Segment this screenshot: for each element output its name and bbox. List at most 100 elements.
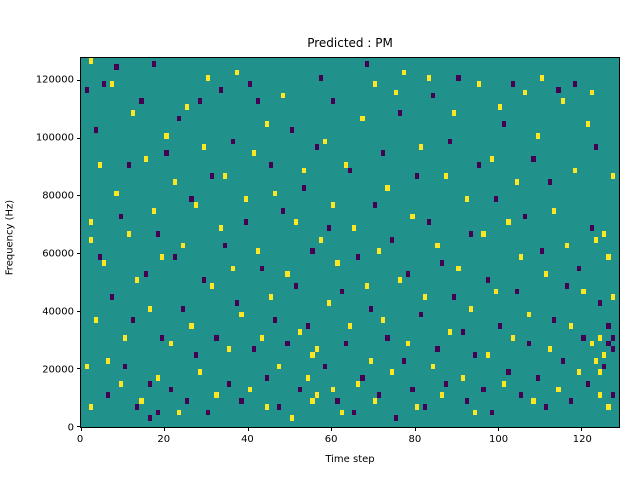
heatmap-cell — [397, 277, 403, 283]
heatmap-cell — [514, 179, 519, 185]
heatmap-cell — [185, 104, 190, 110]
heatmap-cell — [106, 392, 111, 399]
heatmap-cell — [110, 81, 115, 87]
heatmap-cell — [139, 98, 144, 105]
heatmap-cell — [593, 357, 599, 364]
heatmap-cell — [402, 357, 407, 364]
heatmap-cell — [422, 294, 428, 301]
heatmap-cell — [277, 403, 282, 410]
heatmap-cell — [548, 179, 553, 185]
heatmap-cell — [302, 184, 307, 191]
y-tick-mark — [77, 310, 81, 312]
heatmap-cell — [156, 230, 161, 237]
heatmap-cell — [214, 334, 219, 341]
heatmap-cell — [147, 415, 152, 422]
heatmap-cell — [222, 173, 227, 180]
heatmap-cell — [97, 161, 102, 168]
heatmap-cell — [406, 340, 411, 347]
heatmap-cell — [427, 75, 432, 82]
heatmap-cell — [306, 323, 311, 329]
heatmap-cell — [439, 392, 444, 399]
heatmap-cell — [477, 161, 482, 168]
heatmap-cell — [135, 277, 140, 283]
heatmap-cell — [126, 230, 132, 237]
heatmap-cell — [272, 317, 277, 324]
heatmap-cell — [347, 323, 353, 329]
y-tick-mark — [77, 426, 81, 427]
heatmap-cell — [264, 403, 269, 410]
heatmap-cell — [418, 311, 423, 318]
heatmap-cell — [372, 81, 378, 87]
x-tick-label: 0 — [76, 434, 84, 445]
heatmap-cell — [410, 213, 415, 220]
heatmap-cell — [297, 386, 303, 393]
heatmap-cell — [368, 357, 373, 364]
heatmap-cell — [226, 346, 232, 353]
heatmap-cell — [89, 219, 94, 226]
heatmap-cell — [260, 334, 265, 341]
heatmap-cell — [360, 115, 365, 122]
heatmap-cell — [506, 369, 511, 376]
heatmap-cell — [193, 202, 198, 208]
heatmap-cell — [201, 144, 207, 151]
heatmap-cell — [331, 202, 336, 208]
heatmap-cell — [352, 409, 357, 416]
heatmap-cell — [331, 98, 336, 105]
heatmap-cell — [264, 121, 269, 128]
x-tick-label: 20 — [157, 434, 171, 445]
heatmap-cell — [448, 328, 453, 335]
chart-title: Predicted : PM — [307, 36, 393, 50]
heatmap-cell — [156, 375, 161, 381]
heatmap-cell — [210, 282, 215, 289]
heatmap-cell — [381, 317, 386, 324]
heatmap-cell — [502, 121, 507, 128]
heatmap-cell — [310, 352, 315, 358]
heatmap-cell — [577, 265, 582, 272]
heatmap-cell — [448, 138, 453, 145]
heatmap-cell — [143, 156, 148, 162]
heatmap-cell — [481, 230, 486, 237]
heatmap-cell — [589, 89, 594, 96]
heatmap-cell — [126, 161, 132, 168]
heatmap-cell — [418, 144, 423, 151]
heatmap-cell — [293, 282, 298, 289]
heatmap-cell — [606, 340, 611, 347]
heatmap-cell — [452, 109, 457, 116]
heatmap-cell — [114, 190, 119, 197]
heatmap-cell — [185, 398, 190, 404]
heatmap-cell — [543, 403, 549, 410]
heatmap-cell — [343, 340, 348, 347]
heatmap-cell — [343, 161, 348, 168]
heatmap-cell — [172, 179, 177, 185]
heatmap-cell — [314, 346, 319, 353]
heatmap-cell — [147, 380, 152, 387]
heatmap-cell — [393, 415, 398, 422]
heatmap-cell — [443, 380, 448, 387]
heatmap-cell — [598, 392, 603, 399]
y-tick-label: 0 — [67, 422, 74, 434]
heatmap-cell — [93, 317, 98, 324]
heatmap-cell — [139, 398, 144, 404]
heatmap-cell — [443, 173, 448, 180]
heatmap-cell — [598, 369, 603, 376]
heatmap-cell — [606, 254, 611, 260]
heatmap-cell — [381, 150, 386, 157]
heatmap-cell — [360, 375, 365, 381]
y-tick-mark — [77, 195, 81, 197]
heatmap-cell — [210, 173, 215, 180]
heatmap-cell — [122, 363, 127, 370]
heatmap-cell — [106, 357, 111, 364]
heatmap-cell — [347, 167, 353, 174]
heatmap-cell — [164, 132, 169, 139]
heatmap-cell — [156, 409, 161, 416]
heatmap-cell — [339, 409, 344, 416]
heatmap-cell — [510, 81, 515, 87]
heatmap-cell — [514, 288, 519, 295]
heatmap-cell — [231, 138, 236, 145]
heatmap-cell — [339, 288, 344, 295]
heatmap-cell — [168, 386, 173, 393]
heatmap-cell — [143, 271, 148, 278]
heatmap-cell — [393, 89, 398, 96]
heatmap-cell — [410, 386, 415, 393]
